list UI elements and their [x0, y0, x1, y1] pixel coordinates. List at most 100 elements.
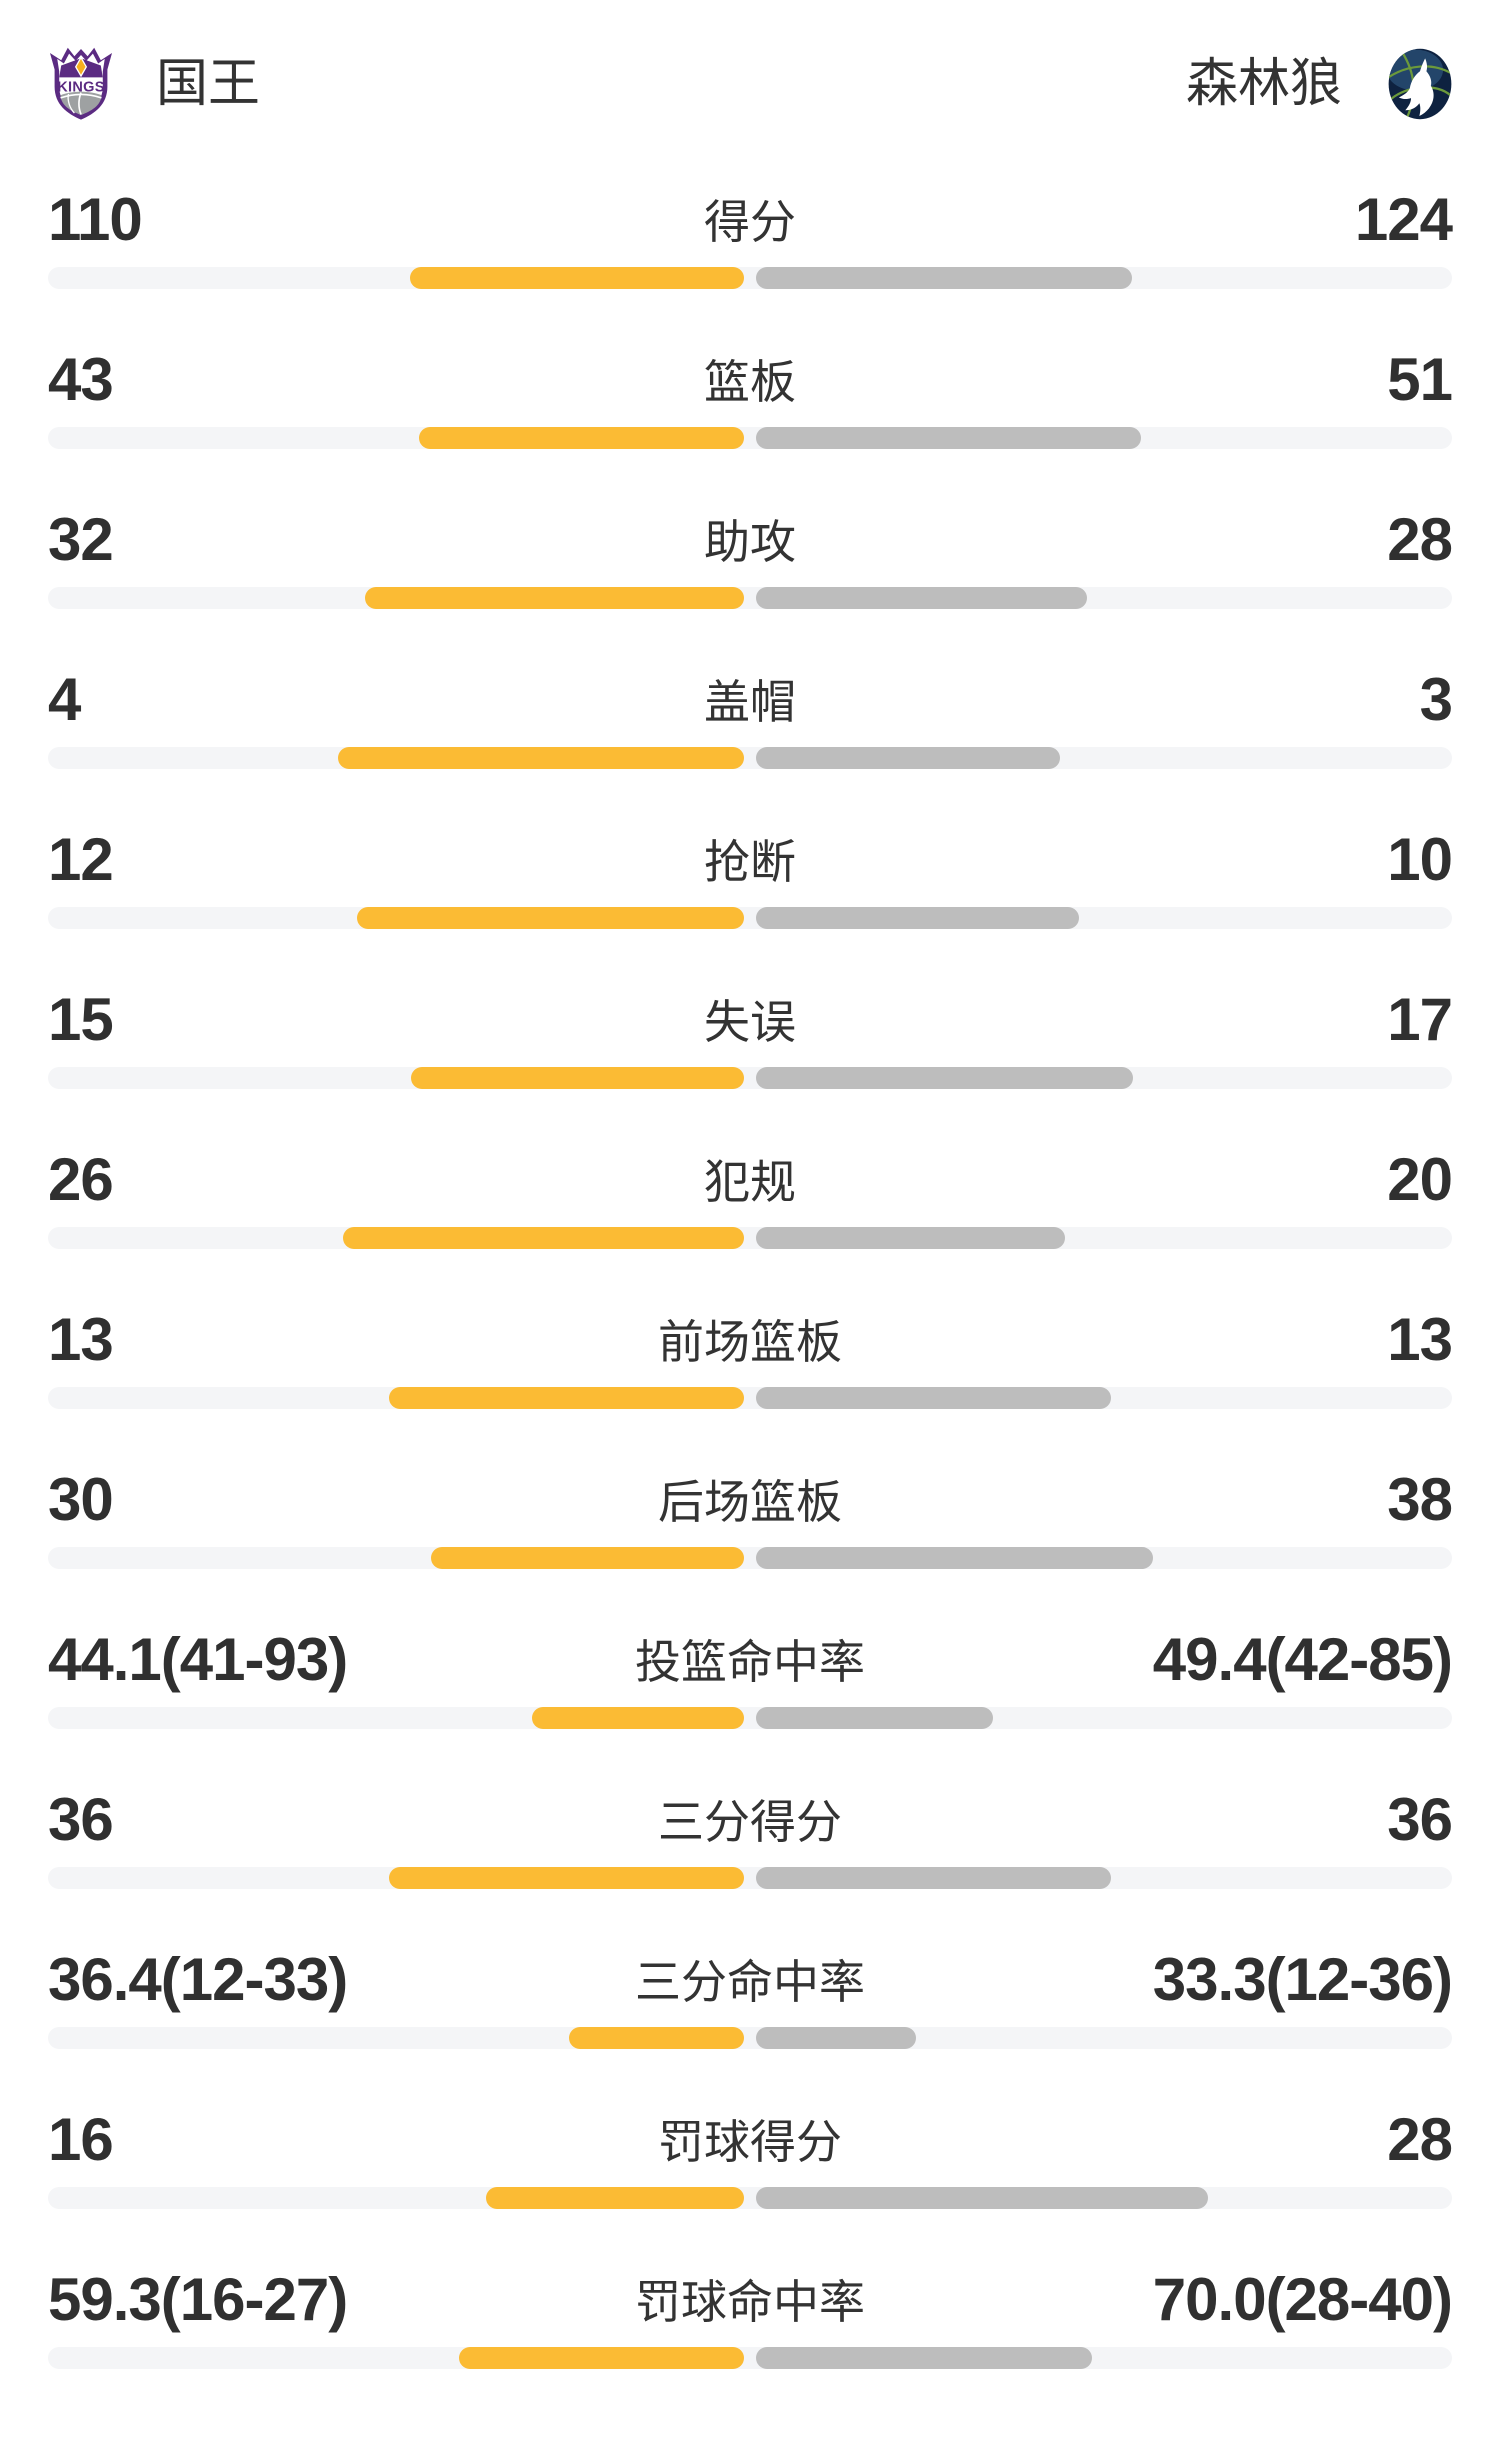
- stat-label: 犯规: [704, 1156, 796, 1208]
- right-bar: [756, 907, 1079, 929]
- stat-row: 16 罚球得分 28: [48, 2106, 1453, 2266]
- left-value: 43: [48, 346, 114, 413]
- left-bar: [459, 2347, 744, 2369]
- bar-track: [48, 267, 1452, 289]
- bar-track: [48, 1867, 1452, 1889]
- right-value: 17: [1387, 986, 1453, 1053]
- right-bar: [756, 2027, 916, 2049]
- bar-track: [48, 1067, 1452, 1089]
- right-bar: [756, 1227, 1065, 1249]
- left-value: 36: [48, 1786, 114, 1853]
- left-value: 4: [48, 666, 81, 733]
- stat-label: 投篮命中率: [635, 1636, 865, 1688]
- stat-label: 前场篮板: [658, 1316, 842, 1368]
- bar-track: [48, 1547, 1452, 1569]
- stat-row: 36 三分得分 36: [48, 1786, 1453, 1946]
- right-value: 124: [1354, 186, 1453, 253]
- stat-row-values: 44.1(41-93) 投篮命中率 49.4(42-85): [48, 1626, 1453, 1693]
- left-value: 59.3(16-27): [48, 2266, 348, 2333]
- box-score-page: KINGS 国王 森林狼: [0, 42, 1500, 2426]
- stat-row-values: 110 得分 124: [48, 186, 1453, 253]
- sacramento-kings-logo: KINGS: [49, 47, 113, 120]
- right-bar: [756, 1547, 1153, 1569]
- bar-track: [48, 1387, 1452, 1409]
- right-value: 28: [1387, 506, 1453, 573]
- left-bar: [486, 2187, 744, 2209]
- stat-row: 36.4(12-33) 三分命中率 33.3(12-36): [48, 1946, 1453, 2106]
- right-bar: [756, 1387, 1111, 1409]
- left-bar: [419, 427, 744, 449]
- bar-track: [48, 907, 1452, 929]
- stat-row-values: 59.3(16-27) 罚球命中率 70.0(28-40): [48, 2266, 1453, 2333]
- stat-row-values: 43 篮板 51: [48, 346, 1453, 413]
- left-value: 12: [48, 826, 114, 893]
- bar-track: [48, 747, 1452, 769]
- right-value: 70.0(28-40): [1152, 2266, 1453, 2333]
- stat-row-values: 26 犯规 20: [48, 1146, 1453, 1213]
- stat-row: 30 后场篮板 38: [48, 1466, 1453, 1626]
- left-bar: [389, 1867, 744, 1889]
- left-bar: [532, 1707, 744, 1729]
- stat-row: 43 篮板 51: [48, 346, 1453, 506]
- stat-label: 三分得分: [658, 1796, 842, 1848]
- left-value: 16: [48, 2106, 114, 2173]
- stat-label: 失误: [704, 996, 796, 1048]
- minnesota-timberwolves-logo: [1388, 48, 1452, 120]
- bar-track: [48, 427, 1452, 449]
- bar-track: [48, 2347, 1452, 2369]
- right-bar: [756, 1707, 993, 1729]
- stat-row: 110 得分 124: [48, 186, 1453, 346]
- left-value: 13: [48, 1306, 114, 1373]
- right-bar: [756, 747, 1060, 769]
- stat-row: 13 前场篮板 13: [48, 1306, 1453, 1466]
- left-value: 110: [48, 186, 143, 253]
- stat-label: 三分命中率: [635, 1956, 865, 2008]
- left-bar: [343, 1227, 744, 1249]
- stat-row: 15 失误 17: [48, 986, 1453, 1146]
- stat-row-values: 12 抢断 10: [48, 826, 1453, 893]
- stat-row: 59.3(16-27) 罚球命中率 70.0(28-40): [48, 2266, 1453, 2426]
- stat-label: 后场篮板: [658, 1476, 842, 1528]
- left-value: 26: [48, 1146, 114, 1213]
- right-bar: [756, 2347, 1092, 2369]
- stat-row-values: 36.4(12-33) 三分命中率 33.3(12-36): [48, 1946, 1453, 2013]
- stat-row-values: 16 罚球得分 28: [48, 2106, 1453, 2173]
- team-home: KINGS 国王: [48, 47, 260, 121]
- scoreboard-header: KINGS 国王 森林狼: [48, 42, 1452, 126]
- stat-row: 44.1(41-93) 投篮命中率 49.4(42-85): [48, 1626, 1453, 1786]
- left-bar: [569, 2027, 744, 2049]
- left-bar: [431, 1547, 744, 1569]
- stat-row-values: 30 后场篮板 38: [48, 1466, 1453, 1533]
- svg-text:KINGS: KINGS: [57, 79, 105, 95]
- right-bar: [756, 587, 1087, 609]
- left-bar: [357, 907, 744, 929]
- left-value: 30: [48, 1466, 114, 1533]
- team-away: 森林狼: [1186, 47, 1452, 121]
- stat-row-values: 32 助攻 28: [48, 506, 1453, 573]
- stat-row: 32 助攻 28: [48, 506, 1453, 666]
- right-value: 10: [1387, 826, 1453, 893]
- stat-label: 得分: [704, 196, 796, 248]
- right-value: 38: [1387, 1466, 1453, 1533]
- right-value: 20: [1387, 1146, 1453, 1213]
- left-bar: [411, 1067, 744, 1089]
- right-value: 51: [1387, 346, 1453, 413]
- right-value: 49.4(42-85): [1152, 1626, 1453, 1693]
- stat-row-values: 36 三分得分 36: [48, 1786, 1453, 1853]
- left-value: 15: [48, 986, 114, 1053]
- right-bar: [756, 1867, 1111, 1889]
- stat-row: 12 抢断 10: [48, 826, 1453, 986]
- team-home-name: 国王: [156, 55, 261, 113]
- bar-track: [48, 2027, 1452, 2049]
- stat-label: 罚球得分: [658, 2116, 842, 2168]
- left-bar: [389, 1387, 744, 1409]
- right-bar: [756, 2187, 1208, 2209]
- stat-row-values: 15 失误 17: [48, 986, 1453, 1053]
- stat-label: 盖帽: [704, 676, 796, 728]
- bar-track: [48, 1227, 1452, 1249]
- right-value: 3: [1419, 666, 1453, 733]
- right-value: 33.3(12-36): [1152, 1946, 1453, 2013]
- stat-label: 篮板: [704, 356, 796, 408]
- stat-row: 4 盖帽 3: [48, 666, 1453, 826]
- stat-row: 26 犯规 20: [48, 1146, 1453, 1306]
